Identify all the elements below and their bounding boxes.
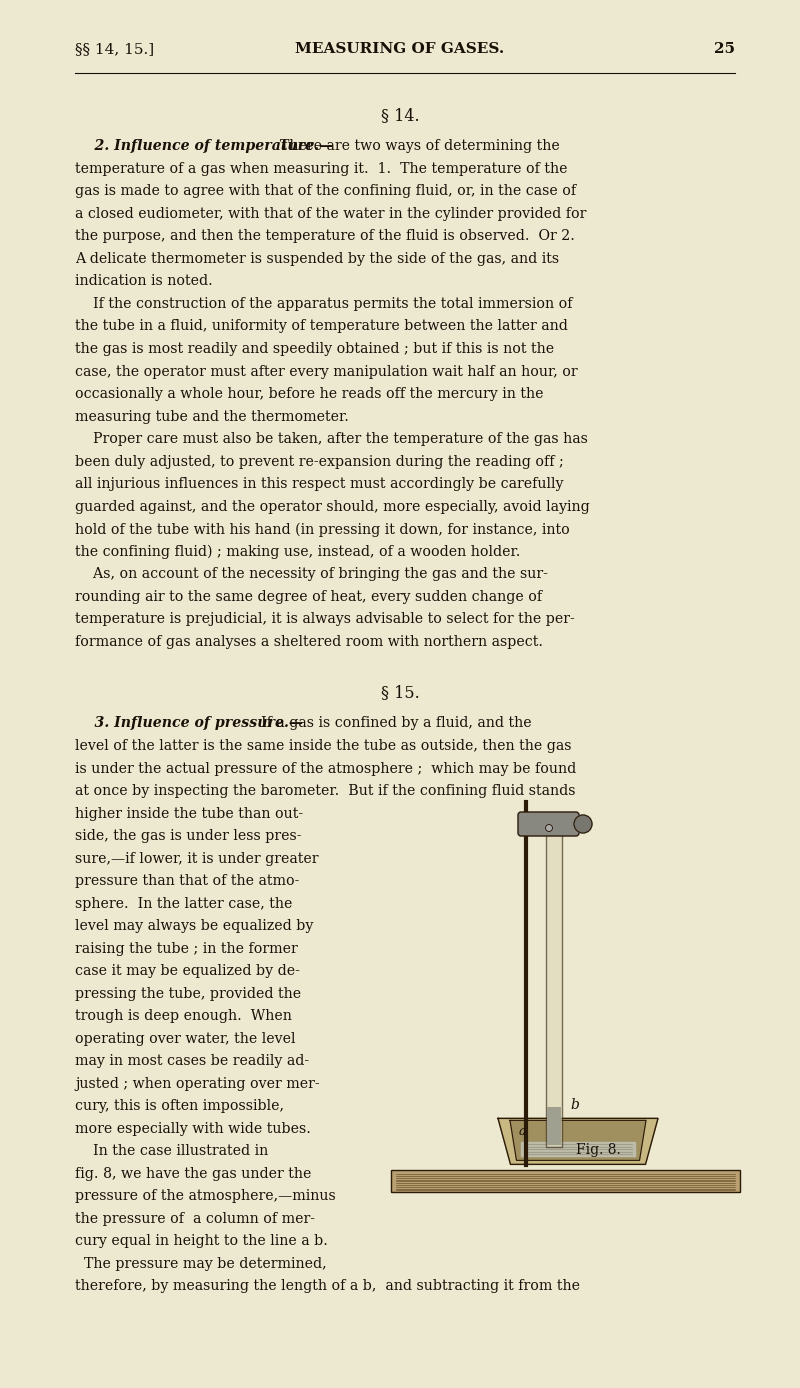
Text: As, on account of the necessity of bringing the gas and the sur-: As, on account of the necessity of bring… bbox=[75, 568, 548, 582]
Text: 2. Influence of temperature.—: 2. Influence of temperature.— bbox=[75, 139, 333, 153]
Polygon shape bbox=[498, 1119, 658, 1165]
Text: temperature is prejudicial, it is always advisable to select for the per-: temperature is prejudicial, it is always… bbox=[75, 612, 574, 626]
Text: pressure of the atmosphere,—minus: pressure of the atmosphere,—minus bbox=[75, 1190, 336, 1203]
Text: §§ 14, 15.]: §§ 14, 15.] bbox=[75, 42, 154, 56]
Text: formance of gas analyses a sheltered room with northern aspect.: formance of gas analyses a sheltered roo… bbox=[75, 634, 543, 648]
Bar bbox=[547, 1108, 561, 1145]
Text: gas is made to agree with that of the confining fluid, or, in the case of: gas is made to agree with that of the co… bbox=[75, 185, 576, 198]
FancyBboxPatch shape bbox=[518, 812, 579, 836]
Text: guarded against, and the operator should, more especially, avoid laying: guarded against, and the operator should… bbox=[75, 500, 590, 514]
Text: level of the latter is the same inside the tube as outside, then the gas: level of the latter is the same inside t… bbox=[75, 738, 571, 752]
Circle shape bbox=[546, 824, 553, 831]
Text: sure,—if lower, it is under greater: sure,—if lower, it is under greater bbox=[75, 852, 318, 866]
Text: hold of the tube with his hand (in pressing it down, for instance, into: hold of the tube with his hand (in press… bbox=[75, 522, 570, 537]
Text: raising the tube ; in the former: raising the tube ; in the former bbox=[75, 941, 298, 956]
Text: measuring tube and the thermometer.: measuring tube and the thermometer. bbox=[75, 409, 349, 423]
Text: therefore, by measuring the length of a b,  and subtracting it from the: therefore, by measuring the length of a … bbox=[75, 1280, 580, 1294]
Text: indication is noted.: indication is noted. bbox=[75, 275, 213, 289]
Text: trough is deep enough.  When: trough is deep enough. When bbox=[75, 1009, 292, 1023]
Text: operating over water, the level: operating over water, the level bbox=[75, 1031, 295, 1045]
Text: the purpose, and then the temperature of the fluid is observed.  Or 2.: the purpose, and then the temperature of… bbox=[75, 229, 575, 243]
Text: at once by inspecting the barometer.  But if the confining fluid stands: at once by inspecting the barometer. But… bbox=[75, 784, 575, 798]
Text: the gas is most readily and speedily obtained ; but if this is not the: the gas is most readily and speedily obt… bbox=[75, 341, 554, 355]
Text: occasionally a whole hour, before he reads off the mercury in the: occasionally a whole hour, before he rea… bbox=[75, 387, 543, 401]
Text: temperature of a gas when measuring it.  1.  The temperature of the: temperature of a gas when measuring it. … bbox=[75, 162, 567, 176]
Text: justed ; when operating over mer-: justed ; when operating over mer- bbox=[75, 1077, 320, 1091]
Text: Proper care must also be taken, after the temperature of the gas has: Proper care must also be taken, after th… bbox=[75, 432, 588, 446]
Text: case, the operator must after every manipulation wait half an hour, or: case, the operator must after every mani… bbox=[75, 365, 578, 379]
Text: b: b bbox=[570, 1098, 579, 1112]
Text: the confining fluid) ; making use, instead, of a wooden holder.: the confining fluid) ; making use, inste… bbox=[75, 544, 520, 559]
Text: If a gas is confined by a fluid, and the: If a gas is confined by a fluid, and the bbox=[261, 716, 532, 730]
Text: may in most cases be readily ad-: may in most cases be readily ad- bbox=[75, 1055, 309, 1069]
Text: fig. 8, we have the gas under the: fig. 8, we have the gas under the bbox=[75, 1167, 311, 1181]
Text: more especially with wide tubes.: more especially with wide tubes. bbox=[75, 1122, 311, 1135]
Text: A delicate thermometer is suspended by the side of the gas, and its: A delicate thermometer is suspended by t… bbox=[75, 253, 559, 266]
Text: sphere.  In the latter case, the: sphere. In the latter case, the bbox=[75, 897, 292, 911]
Bar bbox=[391, 1170, 740, 1192]
Text: If the construction of the apparatus permits the total immersion of: If the construction of the apparatus per… bbox=[75, 297, 573, 311]
Text: higher inside the tube than out-: higher inside the tube than out- bbox=[75, 806, 303, 820]
Text: a: a bbox=[518, 1126, 526, 1138]
Text: 25: 25 bbox=[714, 42, 735, 56]
Text: cury, this is often impossible,: cury, this is often impossible, bbox=[75, 1099, 284, 1113]
Polygon shape bbox=[522, 1142, 634, 1156]
Text: a closed eudiometer, with that of the water in the cylinder provided for: a closed eudiometer, with that of the wa… bbox=[75, 207, 586, 221]
Circle shape bbox=[574, 815, 592, 833]
Text: There are two ways of determining the: There are two ways of determining the bbox=[280, 139, 559, 153]
Text: In the case illustrated in: In the case illustrated in bbox=[75, 1144, 268, 1159]
Text: The pressure may be determined,: The pressure may be determined, bbox=[75, 1258, 326, 1271]
Text: the pressure of  a column of mer-: the pressure of a column of mer- bbox=[75, 1212, 315, 1226]
Text: 3. Influence of pressure.—: 3. Influence of pressure.— bbox=[75, 716, 303, 730]
Text: is under the actual pressure of the atmosphere ;  which may be found: is under the actual pressure of the atmo… bbox=[75, 762, 576, 776]
Text: cury equal in height to the line a b.: cury equal in height to the line a b. bbox=[75, 1234, 328, 1248]
Text: case it may be equalized by de-: case it may be equalized by de- bbox=[75, 965, 300, 979]
Text: § 14.: § 14. bbox=[381, 107, 419, 124]
Text: pressing the tube, provided the: pressing the tube, provided the bbox=[75, 987, 301, 1001]
Text: the tube in a fluid, uniformity of temperature between the latter and: the tube in a fluid, uniformity of tempe… bbox=[75, 319, 568, 333]
Text: MEASURING OF GASES.: MEASURING OF GASES. bbox=[295, 42, 505, 56]
Text: level may always be equalized by: level may always be equalized by bbox=[75, 919, 314, 933]
Text: pressure than that of the atmo-: pressure than that of the atmo- bbox=[75, 874, 299, 888]
Text: rounding air to the same degree of heat, every sudden change of: rounding air to the same degree of heat,… bbox=[75, 590, 542, 604]
Bar bbox=[546, 818, 562, 1148]
Text: § 15.: § 15. bbox=[381, 684, 419, 701]
Text: all injurious influences in this respect must accordingly be carefully: all injurious influences in this respect… bbox=[75, 477, 563, 491]
Text: Fig. 8.: Fig. 8. bbox=[576, 1144, 620, 1158]
Polygon shape bbox=[510, 1120, 646, 1160]
Text: been duly adjusted, to prevent re-expansion during the reading off ;: been duly adjusted, to prevent re-expans… bbox=[75, 455, 564, 469]
Text: side, the gas is under less pres-: side, the gas is under less pres- bbox=[75, 829, 302, 843]
